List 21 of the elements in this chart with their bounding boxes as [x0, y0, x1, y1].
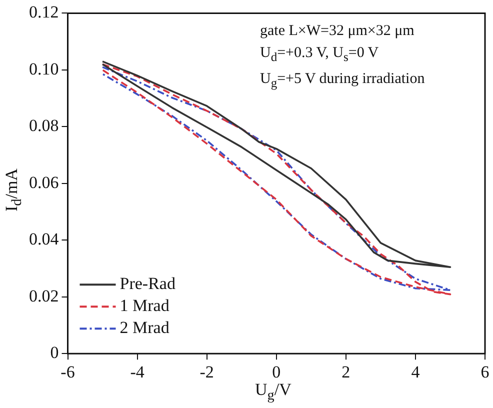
- x-tick-label: 2: [342, 362, 350, 382]
- annotation: gate L×W=32 μm×32 μm: [260, 22, 416, 41]
- x-tick-label: -4: [130, 362, 145, 382]
- y-tick-label: 0.08: [29, 116, 59, 136]
- annotation: U$_{g}$=+5 V during irradiation: [260, 70, 425, 92]
- y-tick-label: 0.04: [29, 230, 60, 249]
- x-tick-label: -6: [60, 362, 75, 382]
- x-tick-label: 0: [272, 362, 281, 382]
- x-tick-label: 6: [480, 362, 490, 382]
- x-axis-title: U$_{g}$/V: [255, 380, 292, 404]
- y-tick-label: 0.10: [29, 59, 59, 78]
- legend-label: 2 Mrad: [120, 318, 170, 338]
- y-tick-label: 0.12: [29, 2, 59, 22]
- y-tick-label: 0: [50, 343, 59, 362]
- x-tick-label: 4: [411, 362, 420, 382]
- annotation: U$_{d}$=+0.3 V, U$_{s}$=0 V: [260, 44, 380, 66]
- x-tick-label: -2: [200, 362, 214, 382]
- legend-label: 1 Mrad: [120, 296, 170, 316]
- y-tick-label: 0.06: [29, 172, 59, 192]
- legend-label: Pre-Rad: [120, 274, 176, 294]
- y-tick-label: 0.02: [29, 286, 59, 306]
